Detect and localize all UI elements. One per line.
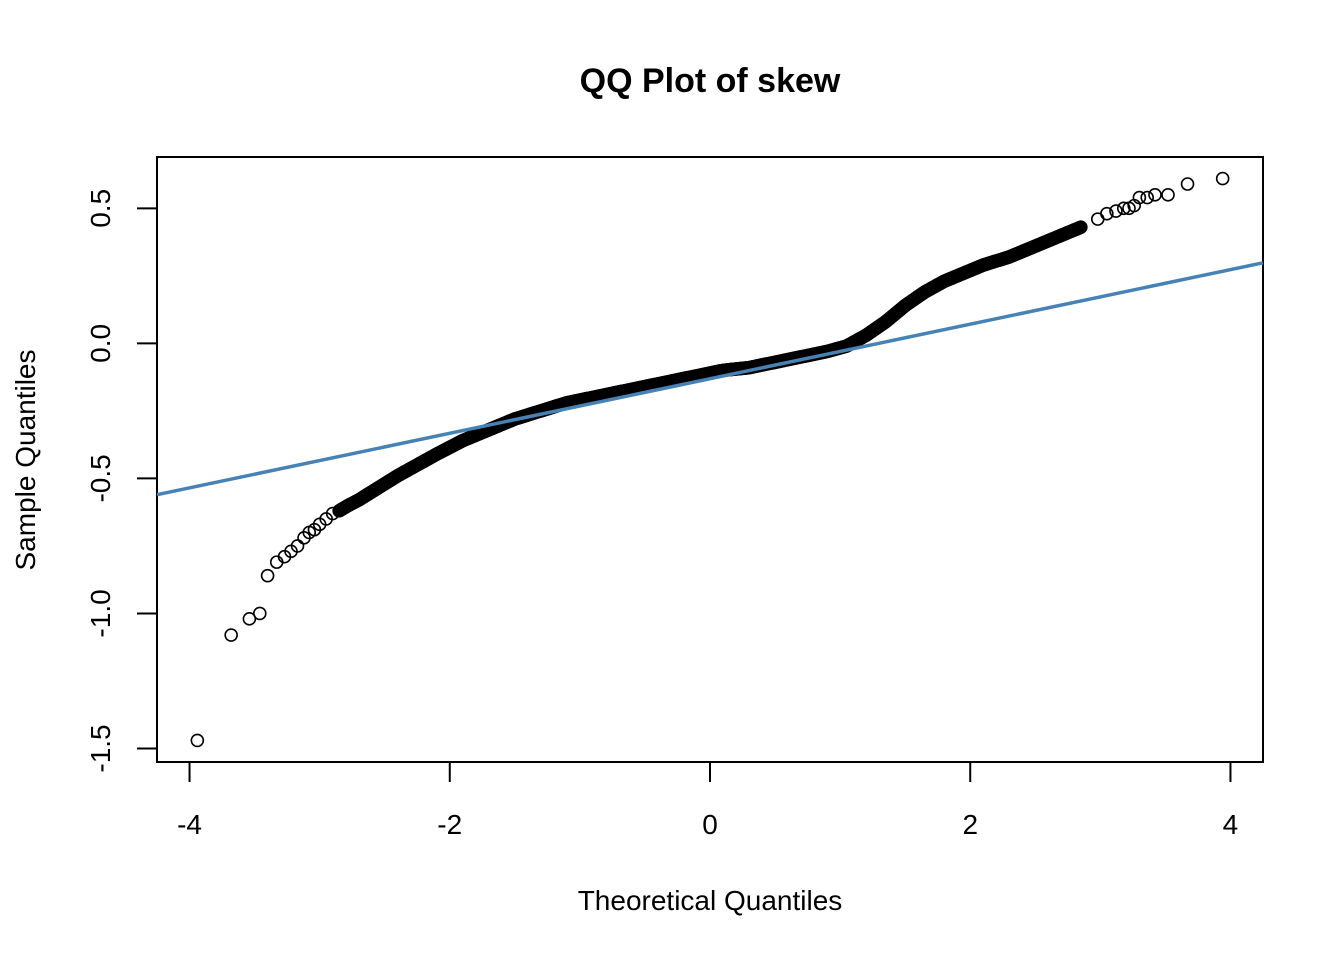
x-tick-label: -2 [437, 809, 462, 840]
qq-point [1140, 190, 1154, 205]
chart-title: QQ Plot of skew [580, 62, 841, 100]
x-tick-label: 2 [962, 809, 978, 840]
x-tick-label: -4 [177, 809, 202, 840]
y-tick-label: 0.5 [85, 189, 116, 228]
qq-point [1100, 206, 1114, 221]
qq-point [190, 733, 205, 748]
qq-point [252, 606, 267, 621]
x-tick-label: 0 [702, 809, 718, 840]
x-tick-label: 4 [1223, 809, 1239, 840]
y-tick-label: -1.0 [85, 589, 116, 637]
x-axis: -4 -2 0 2 4 [177, 761, 1239, 840]
qq-point [224, 628, 238, 642]
qq-point [1161, 188, 1175, 202]
y-tick-label: -0.5 [85, 454, 116, 502]
qq-point [1148, 188, 1162, 202]
reference-line-layer [156, 261, 1264, 497]
qq-point [1090, 212, 1105, 226]
qq-point [242, 612, 257, 626]
qq-point [1116, 201, 1131, 216]
qq-point [290, 539, 305, 553]
y-axis: -1.5 -1.0 -0.5 0.0 0.5 [85, 189, 158, 773]
qq-point [1180, 177, 1195, 191]
x-axis-label: Theoretical Quantiles [578, 885, 843, 916]
qq-point [1215, 171, 1230, 186]
qq-point [260, 568, 275, 583]
y-tick-label: -1.5 [85, 724, 116, 772]
qq-point [1074, 220, 1088, 235]
qq-point [1132, 190, 1147, 205]
reference-line [156, 261, 1264, 497]
sample-points [190, 171, 1230, 748]
qq-point [1109, 204, 1123, 218]
y-axis-label: Sample Quantiles [10, 349, 41, 570]
y-tick-label: 0.0 [85, 324, 116, 363]
